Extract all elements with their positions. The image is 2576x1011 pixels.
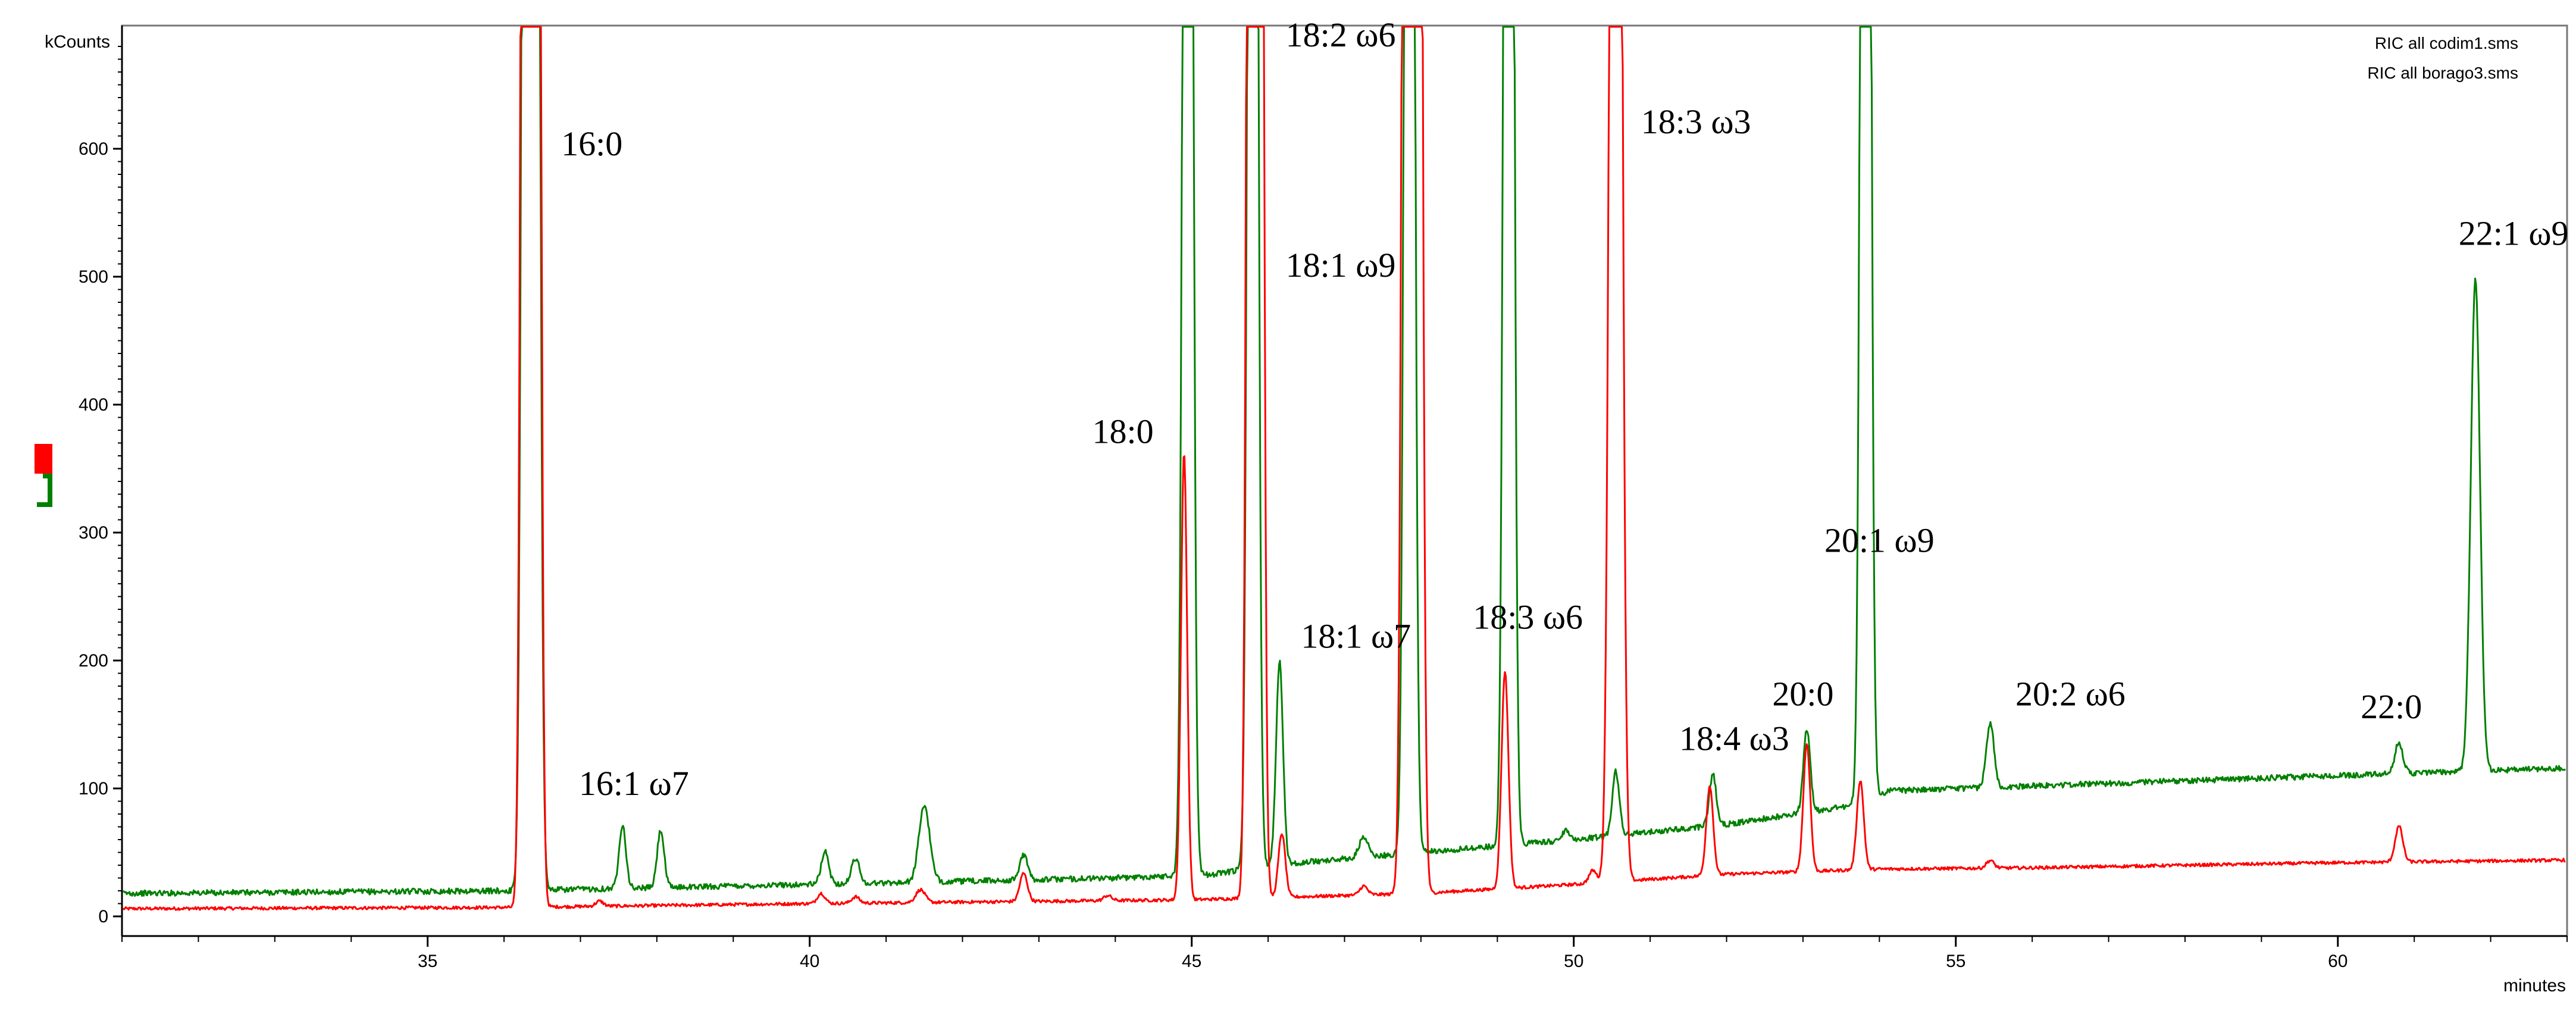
y-tick-label: 0 [98, 907, 108, 927]
y-tick-label: 600 [79, 139, 108, 159]
x-tick-label: 40 [800, 951, 819, 971]
peak-label: 18:1 ω9 [1286, 246, 1396, 284]
peak-label: 20:0 [1772, 674, 1833, 713]
peak-label: 20:2 ω6 [2015, 674, 2126, 713]
peak-label: 22:0 [2361, 687, 2422, 726]
x-tick-label: 55 [1946, 951, 1965, 971]
green-trace-marker[interactable] [37, 474, 52, 507]
y-tick-label: 300 [79, 523, 108, 543]
peak-label: 22:1 ω9 [2459, 214, 2569, 252]
legend-entry-codim1: RIC all codim1.sms [2375, 34, 2518, 52]
series-line-codim1 [122, 26, 2566, 911]
y-axis: 0 100 200 300 400 500 600 [79, 26, 123, 936]
peak-label: 16:1 ω7 [579, 764, 689, 803]
legend-entry-borago3: RIC all borago3.sms [2367, 64, 2518, 82]
x-axis: 35 40 45 50 55 60 [121, 935, 2568, 971]
peak-label: 20:1 ω9 [1824, 521, 1935, 559]
series-layer [122, 26, 2566, 911]
trace-selector-markers[interactable] [35, 444, 52, 507]
peak-annotations: 16:0 16:1 ω7 18:0 18:2 ω6 18:1 ω9 18:1 ω7 18:3… [561, 15, 2568, 803]
y-tick-label: 200 [79, 651, 108, 671]
legend: RIC all codim1.sms RIC all borago3.sms [2367, 34, 2518, 82]
y-tick-label: 500 [79, 267, 108, 287]
x-tick-label: 60 [2328, 951, 2347, 971]
peak-label: 18:0 [1093, 412, 1154, 451]
peak-label: 18:4 ω3 [1679, 719, 1789, 758]
peak-label: 18:3 ω3 [1641, 102, 1751, 141]
x-axis-label: minutes [2503, 976, 2566, 996]
plot-frame [121, 24, 2568, 937]
peak-label: 18:3 ω6 [1473, 597, 1583, 636]
x-tick-label: 45 [1182, 951, 1201, 971]
y-axis-label: kCounts [45, 32, 110, 52]
y-tick-label: 100 [79, 779, 108, 799]
x-tick-label: 50 [1564, 951, 1583, 971]
peak-label: 16:0 [561, 124, 622, 163]
x-tick-label: 35 [418, 951, 437, 971]
peak-label: 18:2 ω6 [1286, 15, 1396, 54]
red-trace-marker[interactable] [35, 444, 52, 474]
peak-label: 18:1 ω7 [1301, 617, 1411, 656]
y-tick-label: 400 [79, 395, 108, 415]
